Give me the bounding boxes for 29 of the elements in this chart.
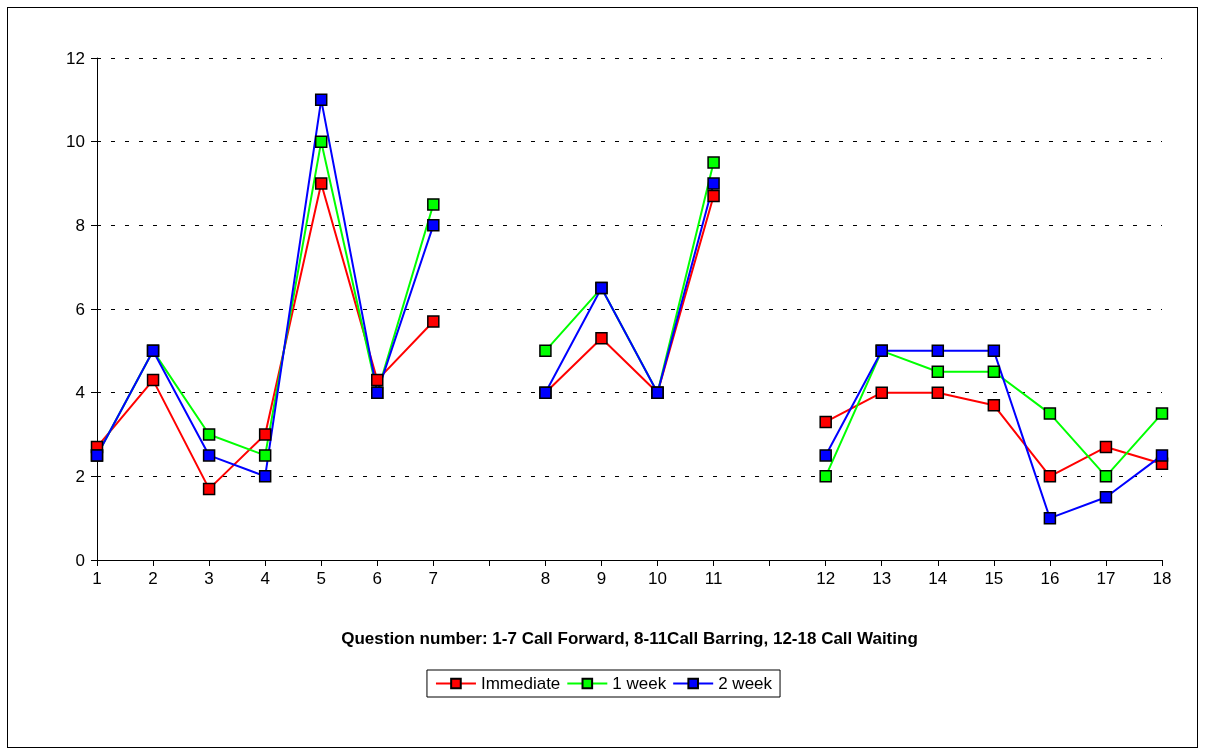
x-tick-label: 14 — [928, 569, 948, 588]
x-tick-label: 7 — [428, 569, 439, 588]
x-tick-label: 10 — [648, 569, 667, 588]
x-tick-label: 1 — [92, 569, 102, 588]
y-tick-label: 10 — [66, 132, 85, 152]
x-tick-label: 2 — [148, 569, 158, 588]
y-tick-label: 0 — [75, 550, 85, 570]
x-tick-label: 16 — [1040, 569, 1060, 588]
x-axis-title: Question number: 1-7 Call Forward, 8-11Call Barring, 12-18 Call Waiting — [341, 629, 918, 648]
legend-label: 1 week — [612, 674, 667, 693]
y-tick-label: 8 — [75, 215, 85, 235]
x-tick-label: 11 — [704, 569, 723, 588]
y-tick-label: 4 — [75, 383, 85, 403]
legend-label: Immediate — [480, 674, 561, 693]
x-tick-label: 6 — [372, 569, 382, 588]
x-tick-label: 9 — [596, 569, 607, 588]
x-tick-label: 15 — [984, 569, 1004, 588]
x-tick-label: 13 — [872, 569, 892, 588]
x-tick-label: 8 — [540, 569, 551, 588]
x-tick-label: 18 — [1152, 569, 1172, 588]
legend-label: 2 week — [718, 674, 773, 693]
y-tick-label: 12 — [66, 48, 85, 68]
y-tick-label: 2 — [75, 466, 85, 486]
x-tick-label: 5 — [316, 569, 326, 588]
x-tick-label: 4 — [260, 569, 270, 588]
x-tick-label: 17 — [1096, 569, 1116, 588]
x-tick-label: 12 — [816, 569, 836, 588]
y-tick-label: 6 — [75, 299, 85, 319]
x-tick-label: 3 — [204, 569, 214, 588]
